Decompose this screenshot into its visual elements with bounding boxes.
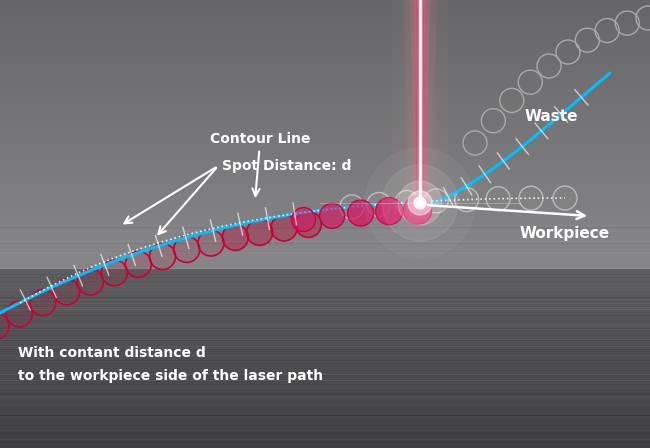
Circle shape [295,211,321,237]
Circle shape [575,28,599,52]
Text: Spot Distance: d: Spot Distance: d [222,159,352,173]
Circle shape [367,193,391,216]
Circle shape [595,18,619,43]
Circle shape [125,251,151,277]
Circle shape [398,181,442,225]
Circle shape [6,301,32,327]
Text: With contant distance d: With contant distance d [18,346,206,360]
Circle shape [537,54,561,78]
Circle shape [246,220,272,246]
Circle shape [271,215,297,241]
Circle shape [0,313,9,339]
Circle shape [150,244,176,270]
Circle shape [222,224,248,250]
Circle shape [486,187,510,211]
Circle shape [382,165,458,241]
Circle shape [30,289,56,315]
Polygon shape [410,0,430,203]
Circle shape [482,109,505,133]
Circle shape [395,190,419,215]
Circle shape [408,191,432,215]
Circle shape [53,279,79,305]
Text: to the workpiece side of the laser path: to the workpiece side of the laser path [18,369,323,383]
Polygon shape [415,0,425,203]
Circle shape [404,196,432,224]
Circle shape [320,203,345,228]
Circle shape [198,230,224,256]
Text: Waste: Waste [525,108,578,124]
Circle shape [292,207,315,232]
Circle shape [77,269,103,295]
Circle shape [376,198,403,225]
Circle shape [348,200,374,226]
Circle shape [500,88,524,112]
Circle shape [463,131,487,155]
Circle shape [424,189,448,213]
Circle shape [417,200,423,206]
Circle shape [340,195,364,219]
Circle shape [616,11,640,35]
Circle shape [518,70,542,94]
Circle shape [519,186,543,210]
Circle shape [454,188,478,211]
Circle shape [101,260,127,286]
Circle shape [636,6,650,30]
Circle shape [414,197,426,209]
Text: Workpiece: Workpiece [520,225,610,241]
Circle shape [174,237,200,263]
Text: Contour Line: Contour Line [210,132,311,196]
Circle shape [553,186,577,210]
Circle shape [556,40,580,64]
